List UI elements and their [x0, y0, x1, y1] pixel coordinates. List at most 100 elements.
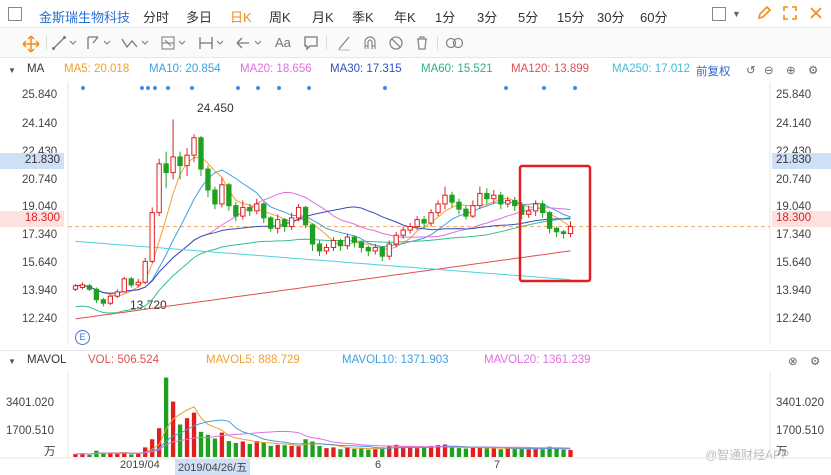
wave-tool-icon[interactable] [121, 35, 151, 51]
pencil-icon[interactable] [756, 5, 772, 21]
select-checkbox[interactable] [8, 7, 22, 21]
date-label: 2019/04 [120, 459, 160, 471]
volume-bar [233, 442, 239, 457]
volume-bar [387, 445, 392, 457]
tab-weekly-k[interactable]: 周K [269, 10, 291, 25]
channel-tool-icon[interactable] [86, 35, 112, 51]
overlay-checkbox[interactable] [712, 7, 726, 21]
volume-indicator-name[interactable]: MAVOL [27, 354, 67, 366]
candle [470, 200, 476, 218]
candle [233, 202, 239, 222]
volume-bar [317, 445, 322, 457]
comment-icon[interactable] [303, 35, 319, 51]
tab-5min[interactable]: 5分 [518, 10, 539, 25]
candle [442, 186, 448, 210]
price-tick-left: 19.040 [22, 201, 58, 213]
collapse-icon[interactable]: ▼ [8, 357, 16, 366]
candle [79, 282, 86, 290]
candle [142, 257, 148, 285]
candle [532, 200, 539, 217]
volume-bar [533, 448, 538, 457]
tab-monthly-k[interactable]: 月K [312, 10, 334, 25]
candle [463, 205, 469, 220]
link-icon[interactable] [445, 35, 465, 51]
move-icon[interactable] [22, 35, 40, 53]
candle [309, 223, 316, 251]
tab-quarterly-k[interactable]: 季K [352, 10, 374, 25]
text-tool-button[interactable]: Aa [275, 35, 291, 50]
fibonacci-tool-icon[interactable] [160, 35, 188, 51]
volume-bar [282, 445, 287, 457]
volume-bar [303, 439, 308, 457]
volume-bar [198, 431, 204, 457]
tab-15min[interactable]: 15分 [557, 10, 585, 25]
indicator-name[interactable]: MA [27, 63, 45, 75]
candle [456, 198, 462, 215]
date-label: 7 [494, 459, 501, 471]
ma10-line [75, 169, 571, 294]
candle [553, 226, 560, 238]
tab-daily-k[interactable]: 日K [230, 10, 252, 25]
price-tick-right: 24.140 [776, 118, 812, 130]
minus-circle-icon[interactable]: ⊖ [764, 65, 774, 77]
tab-1min[interactable]: 1分 [435, 10, 456, 25]
candle [393, 231, 399, 248]
volume-bar [519, 448, 524, 457]
candle [240, 200, 246, 220]
plus-circle-icon[interactable]: ⊕ [786, 65, 796, 77]
tab-yearly-k[interactable]: 年K [394, 10, 416, 25]
settings-icon[interactable]: ⚙ [808, 65, 819, 77]
volume-bar [115, 453, 120, 457]
tab-intraday[interactable]: 分时 [143, 10, 170, 25]
tab-60min[interactable]: 60分 [640, 10, 668, 25]
reset-icon[interactable]: ↺ [746, 65, 756, 77]
close-icon[interactable] [808, 5, 824, 21]
settings-icon[interactable]: ⚙ [810, 356, 821, 368]
candle [491, 189, 497, 204]
volume-bar [261, 442, 266, 457]
line-tool-icon[interactable] [52, 35, 78, 51]
ma5-value: MA5: 20.018 [64, 63, 130, 75]
vol-unit-label: 万 [44, 446, 56, 458]
hide-drawings-icon[interactable] [388, 35, 404, 51]
fullscreen-icon[interactable] [782, 5, 798, 21]
volume-bar [338, 449, 343, 457]
candle [288, 212, 295, 231]
candle [247, 203, 253, 217]
vol-tick-left: 1700.510 [6, 425, 54, 437]
volume-indicator-bar: ▼ MAVOL VOL: 506.524 MAVOL5: 888.729 MAV… [0, 350, 831, 370]
tab-3min[interactable]: 3分 [477, 10, 498, 25]
ma250-value: MA250: 17.012 [612, 63, 691, 75]
vol-value: VOL: 506.524 [88, 354, 159, 366]
chevron-down-icon[interactable]: ▼ [732, 9, 741, 19]
tab-multi-day[interactable]: 多日 [186, 10, 213, 25]
eraser-line-icon[interactable] [336, 35, 352, 51]
event-dot [277, 86, 281, 90]
magnet-icon[interactable] [362, 35, 378, 51]
candle [93, 287, 100, 304]
volume-bar [407, 447, 413, 457]
candle [121, 277, 127, 293]
volume-bar [184, 418, 190, 457]
collapse-icon[interactable]: ▼ [8, 66, 16, 75]
mavol5-value: MAVOL5: 888.729 [206, 354, 300, 366]
event-dot [140, 86, 144, 90]
adjust-mode[interactable]: 前复权 [696, 66, 731, 78]
price-tick-left: 12.240 [22, 313, 58, 325]
range-tool-icon[interactable] [198, 35, 226, 51]
trash-icon[interactable] [414, 35, 430, 51]
event-marker-icon[interactable]: E [75, 330, 90, 345]
arrow-tool-icon[interactable] [235, 35, 265, 51]
candle [275, 214, 281, 234]
stock-name[interactable]: 金斯瑞生物科技 [39, 10, 131, 25]
ma30-line [75, 206, 571, 294]
candle [498, 191, 504, 210]
tab-30min[interactable]: 30分 [597, 10, 625, 25]
candle [539, 200, 546, 218]
candle [170, 119, 176, 180]
candle [351, 235, 358, 248]
candle [358, 240, 365, 253]
close-circle-icon[interactable]: ⊗ [788, 356, 798, 368]
volume-bar [373, 449, 378, 457]
